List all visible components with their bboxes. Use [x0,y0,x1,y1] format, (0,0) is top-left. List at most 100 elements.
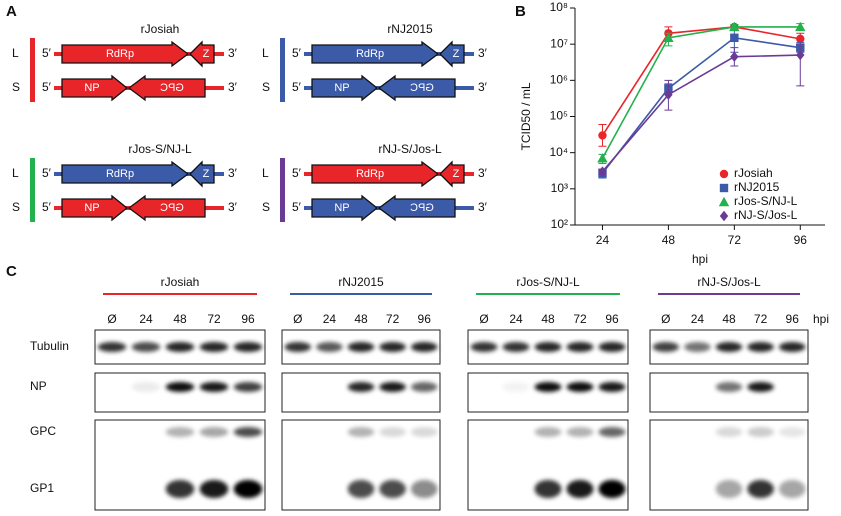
gene-label: NP [84,202,99,214]
band [131,342,161,352]
band [534,427,562,437]
marker [598,131,607,140]
band [778,480,806,498]
band [534,342,562,352]
gene-label: RdRp [106,48,134,60]
construct-bar [30,158,35,222]
lane-label: 48 [722,312,736,326]
band [379,382,406,392]
band [379,480,406,498]
y-tick-label: 10⁵ [550,109,568,123]
band [778,427,806,437]
band [715,427,743,437]
three-end: 3′ [478,80,488,94]
band [379,342,406,352]
gene-label: Z [453,168,460,180]
gene-label: RdRp [356,48,384,60]
marker [795,21,806,32]
row-label: NP [30,379,47,393]
band [165,427,195,437]
five-end: 5′ [42,80,52,94]
segment: NP GPC 3′ [54,74,238,102]
x-tick-label: 48 [662,233,676,247]
five-end: 5′ [292,46,302,60]
marker [597,153,608,163]
y-tick-label: 10⁸ [550,0,568,14]
lane-label: 96 [786,312,800,326]
z-gene [439,40,465,68]
gene-label: Z [203,48,210,60]
three-end: 3′ [478,46,488,60]
three-end: 3′ [478,166,488,180]
segment-label: L [262,166,269,180]
marker [598,166,607,177]
panel-label: B [515,3,526,20]
band [566,382,594,392]
y-tick-label: 10³ [551,181,568,195]
three-end: 3′ [478,200,488,214]
legend-marker [719,183,729,193]
band [379,427,406,437]
rdrp-gene [311,160,440,188]
marker [796,34,805,44]
group-title: rJos-S/NJ-L [516,275,580,289]
band [165,382,195,392]
five-end: 5′ [42,46,52,60]
gene-label: GPC [410,82,434,94]
construct-title: rJosiah [141,22,180,36]
segment-label: L [12,46,19,60]
x-tick-label: 72 [728,233,742,247]
lane-label: 48 [173,312,187,326]
three-end: 3′ [228,80,238,94]
band [566,342,594,352]
marker [796,49,805,61]
band [598,427,626,437]
construct-title: rJos-S/NJ-L [128,142,192,156]
marker [730,33,739,42]
lane-label: 96 [241,312,255,326]
band [470,342,498,352]
lane-label: 72 [573,312,587,326]
five-end: 5′ [292,166,302,180]
np-gene [61,74,129,102]
lane-label: 24 [509,312,523,326]
band [347,427,375,437]
series-line [601,36,801,174]
band [131,382,161,392]
y-tick-label: 10⁷ [550,36,568,50]
gene-label: NP [334,82,349,94]
group-title: rNJ2015 [338,275,384,289]
gene-label: NP [84,82,99,94]
band [715,480,743,498]
band [715,382,743,392]
lane-label: 72 [207,312,221,326]
segment: NP GPC 3′ [54,194,238,222]
marker [730,51,739,62]
lane-label: 72 [386,312,400,326]
gpc-gene [377,194,456,222]
row-label: GP1 [30,481,54,495]
y-tick-label: 10² [551,217,568,231]
band [747,427,774,437]
gpc-gene [377,74,456,102]
blot [467,372,629,413]
series-line [601,54,801,173]
lane-label: Ø [107,312,116,326]
legend-marker [719,169,729,179]
blot [649,372,809,413]
lane-label: 24 [323,312,337,326]
construct-bar [280,38,285,102]
band [598,480,626,498]
segment: RdRp Z 3′ [54,160,238,188]
panel-label: C [6,263,17,280]
band [165,342,195,352]
band [534,480,562,498]
y-tick-label: 10⁶ [550,73,568,87]
five-end: 5′ [42,166,52,180]
five-end: 5′ [292,200,302,214]
x-axis-label: hpi [692,252,708,266]
segment-label: L [12,166,19,180]
band [316,342,343,352]
band [97,342,127,352]
band [715,342,743,352]
